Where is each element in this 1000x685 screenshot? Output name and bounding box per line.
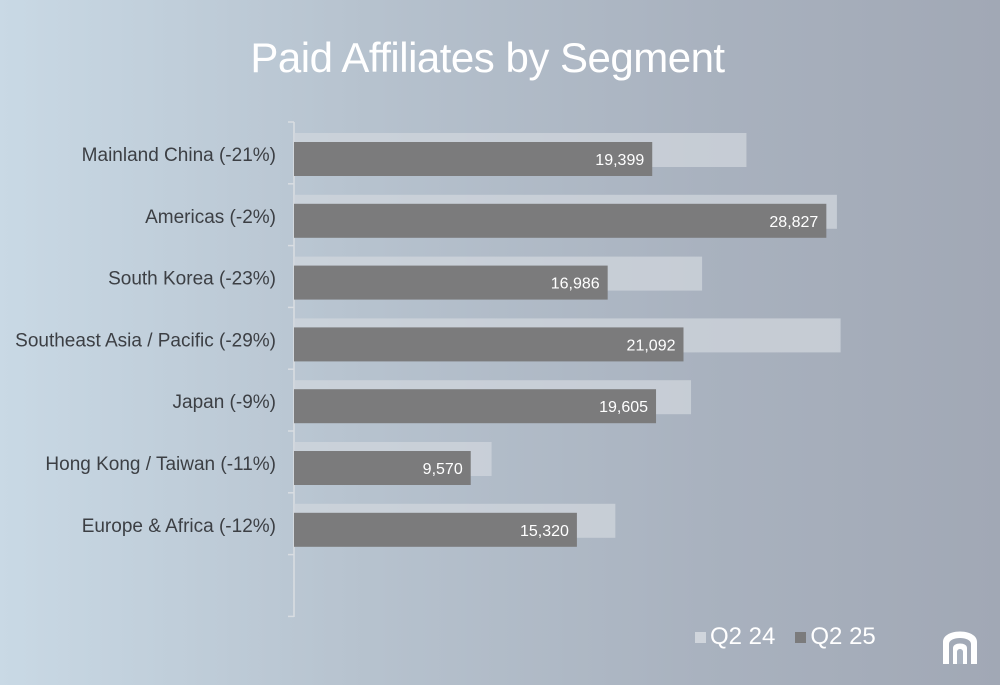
bar-q2-25 <box>294 203 827 238</box>
chart-title: Paid Affiliates by Segment <box>250 34 725 81</box>
company-logo-icon <box>943 631 977 664</box>
category-label: South Korea (-23%) <box>108 269 276 290</box>
legend-label-q2-24: Q2 24 <box>710 623 776 650</box>
category-label: Japan (-9%) <box>173 392 277 413</box>
legend-item-q2-25: Q2 25 <box>795 623 876 651</box>
legend-label-q2-25: Q2 25 <box>810 623 876 650</box>
data-label: 9,570 <box>423 461 463 478</box>
bar-q2-25 <box>294 327 684 362</box>
data-label: 28,827 <box>769 214 818 231</box>
category-label: Mainland China (-21%) <box>82 145 276 166</box>
legend-swatch-q2-25 <box>795 631 807 643</box>
legend-swatch-q2-24 <box>695 631 706 643</box>
data-label: 21,092 <box>627 337 676 354</box>
category-label: Hong Kong / Taiwan (-11%) <box>45 454 276 475</box>
bar-q2-25 <box>294 512 577 547</box>
category-label: Europe & Africa (-12%) <box>82 516 276 537</box>
category-label: Southeast Asia / Pacific (-29%) <box>15 330 276 351</box>
bar-q2-25 <box>294 265 608 300</box>
bar-q2-25 <box>294 142 653 176</box>
data-label: 19,399 <box>595 152 644 169</box>
bar-q2-25 <box>294 451 471 485</box>
legend-item-q2-24: Q2 24 <box>695 623 775 651</box>
data-label: 15,320 <box>520 523 569 540</box>
data-label: 16,986 <box>551 276 600 293</box>
data-label: 19,605 <box>599 399 648 416</box>
legend: Q2 24 Q2 25 <box>695 623 896 651</box>
bar-q2-25 <box>294 389 657 424</box>
category-label: Americas (-2%) <box>145 207 276 228</box>
